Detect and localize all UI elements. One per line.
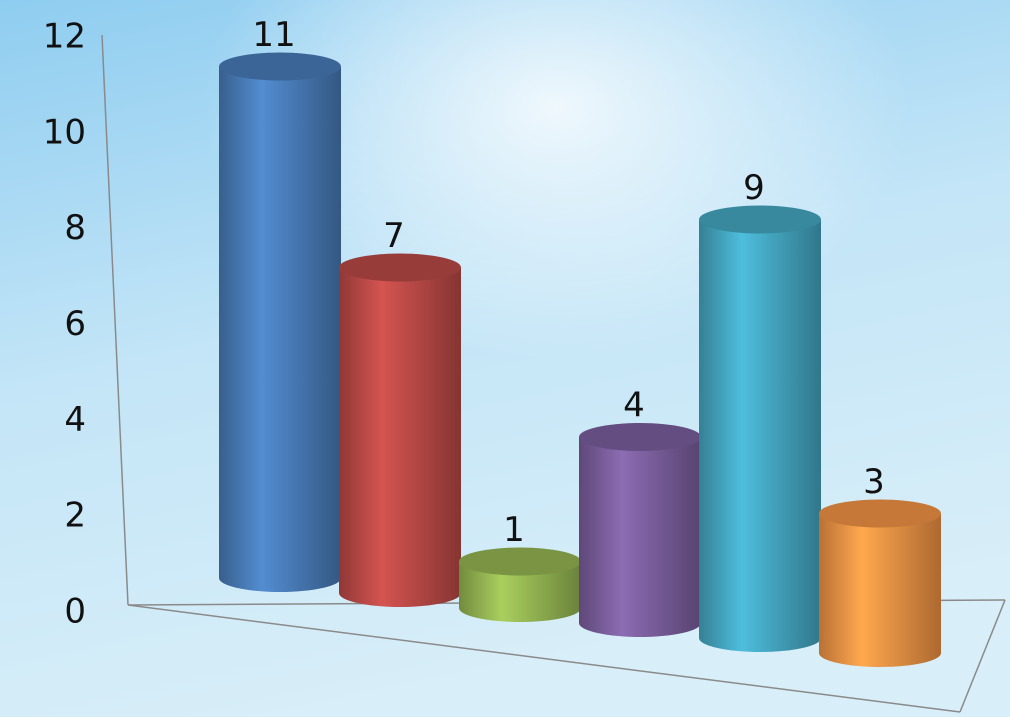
bar	[339, 267, 461, 607]
y-tick-label: 0	[64, 592, 86, 632]
bar-top	[819, 499, 941, 528]
data-label: 7	[383, 216, 405, 256]
bar	[819, 513, 941, 667]
data-label: 4	[623, 386, 645, 426]
cylinder	[579, 423, 701, 637]
bar-top	[219, 52, 341, 81]
y-tick-label: 8	[64, 208, 86, 248]
floor-front	[127, 604, 961, 713]
y-tick-label: 12	[43, 17, 86, 57]
data-label: 11	[252, 15, 295, 55]
cylinder	[699, 205, 821, 652]
y-axis	[101, 34, 129, 606]
bar-top	[579, 423, 701, 451]
y-tick-label: 4	[64, 400, 86, 440]
bar	[459, 561, 581, 622]
cylinder	[219, 52, 341, 592]
cylinder	[339, 253, 461, 607]
y-tick-label: 10	[43, 112, 86, 152]
bar	[579, 437, 701, 637]
cylinder	[459, 547, 581, 622]
bar	[219, 66, 341, 592]
y-tick-label: 6	[64, 304, 86, 344]
bar-top	[459, 547, 581, 576]
cylinder	[819, 499, 941, 667]
bar-top	[339, 253, 461, 282]
bar	[699, 219, 821, 652]
floor-side	[959, 599, 1006, 713]
data-label: 9	[743, 168, 765, 208]
data-label: 1	[503, 510, 525, 550]
data-label: 3	[863, 462, 885, 502]
bar-top	[699, 205, 821, 234]
y-tick-label: 2	[64, 496, 86, 536]
